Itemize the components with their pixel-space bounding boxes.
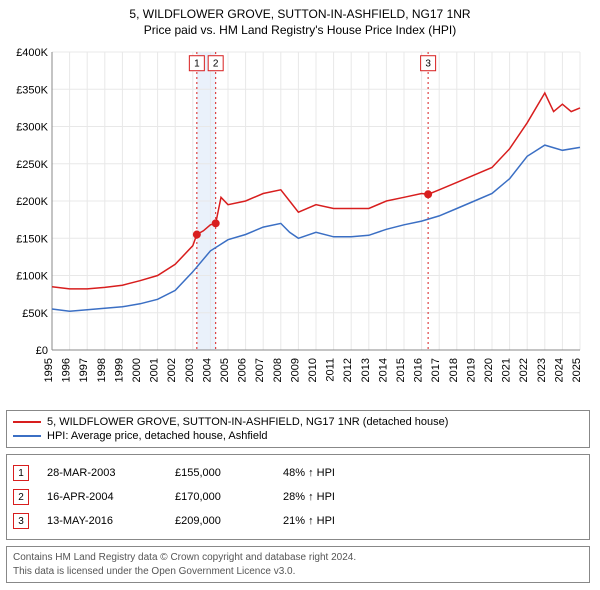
svg-text:1998: 1998: [96, 358, 108, 382]
legend-swatch: [13, 421, 41, 423]
transaction-row: 1 28-MAR-2003 £155,000 48% ↑ HPI: [13, 461, 583, 485]
svg-text:2001: 2001: [149, 358, 161, 382]
svg-text:2009: 2009: [289, 358, 301, 382]
transaction-badge: 3: [13, 513, 29, 529]
transaction-delta: 48% ↑ HPI: [283, 467, 583, 479]
svg-text:2003: 2003: [184, 358, 196, 382]
attribution-line-1: Contains HM Land Registry data © Crown c…: [13, 551, 583, 565]
svg-text:£200K: £200K: [16, 196, 48, 208]
svg-text:2024: 2024: [553, 358, 565, 382]
transactions-table: 1 28-MAR-2003 £155,000 48% ↑ HPI 2 16-APR-200…: [6, 454, 590, 540]
svg-text:£400K: £400K: [16, 47, 48, 59]
svg-text:2005: 2005: [219, 358, 231, 382]
svg-text:2002: 2002: [166, 358, 178, 382]
transaction-badge: 1: [13, 465, 29, 481]
legend: 5, WILDFLOWER GROVE, SUTTON-IN-ASHFIELD,…: [6, 410, 590, 448]
transaction-date: 16-APR-2004: [47, 491, 157, 503]
svg-text:2020: 2020: [483, 358, 495, 382]
svg-text:£150K: £150K: [16, 234, 48, 246]
chart-container: £0 £50K £100K £150K £200K £250K £300K £350K £400…: [6, 44, 590, 404]
svg-text:2004: 2004: [201, 358, 213, 382]
svg-text:£350K: £350K: [16, 85, 48, 97]
svg-text:2018: 2018: [448, 358, 460, 382]
svg-text:£250K: £250K: [16, 159, 48, 171]
svg-text:1996: 1996: [61, 358, 73, 382]
svg-text:£50K: £50K: [22, 308, 48, 320]
legend-item: 5, WILDFLOWER GROVE, SUTTON-IN-ASHFIELD,…: [13, 415, 583, 429]
chart-titles: 5, WILDFLOWER GROVE, SUTTON-IN-ASHFIELD,…: [6, 6, 594, 38]
legend-item: HPI: Average price, detached house, Ashf…: [13, 429, 583, 443]
svg-text:2021: 2021: [501, 358, 513, 382]
svg-text:£300K: £300K: [16, 122, 48, 134]
title-address: 5, WILDFLOWER GROVE, SUTTON-IN-ASHFIELD,…: [6, 6, 594, 22]
attribution-line-2: This data is licensed under the Open Gov…: [13, 565, 583, 579]
svg-text:2025: 2025: [571, 358, 583, 382]
svg-text:2015: 2015: [395, 358, 407, 382]
svg-text:2023: 2023: [536, 358, 548, 382]
transaction-row: 2 16-APR-2004 £170,000 28% ↑ HPI: [13, 485, 583, 509]
transaction-price: £170,000: [175, 491, 265, 503]
svg-text:2022: 2022: [518, 358, 530, 382]
transaction-date: 13-MAY-2016: [47, 515, 157, 527]
svg-text:£100K: £100K: [16, 271, 48, 283]
svg-text:3: 3: [425, 59, 431, 70]
svg-text:2010: 2010: [307, 358, 319, 382]
price-chart: £0 £50K £100K £150K £200K £250K £300K £350K £400…: [6, 44, 590, 404]
svg-text:2011: 2011: [325, 358, 337, 382]
svg-text:1999: 1999: [113, 358, 125, 382]
svg-text:2019: 2019: [465, 358, 477, 382]
transaction-price: £209,000: [175, 515, 265, 527]
svg-text:2000: 2000: [131, 358, 143, 382]
svg-text:2008: 2008: [272, 358, 284, 382]
svg-text:2013: 2013: [360, 358, 372, 382]
transaction-badge: 2: [13, 489, 29, 505]
transaction-row: 3 13-MAY-2016 £209,000 21% ↑ HPI: [13, 509, 583, 533]
transaction-date: 28-MAR-2003: [47, 467, 157, 479]
svg-text:2014: 2014: [377, 358, 389, 382]
transaction-price: £155,000: [175, 467, 265, 479]
svg-text:2017: 2017: [430, 358, 442, 382]
legend-label: HPI: Average price, detached house, Ashf…: [47, 430, 268, 442]
svg-text:2016: 2016: [413, 358, 425, 382]
title-subtitle: Price paid vs. HM Land Registry's House …: [6, 22, 594, 38]
svg-text:2012: 2012: [342, 358, 354, 382]
transaction-delta: 21% ↑ HPI: [283, 515, 583, 527]
legend-swatch: [13, 435, 41, 437]
svg-text:2: 2: [213, 59, 219, 70]
svg-text:1995: 1995: [43, 358, 55, 382]
svg-text:£0: £0: [36, 345, 48, 357]
svg-text:2007: 2007: [254, 358, 266, 382]
svg-text:1997: 1997: [78, 358, 90, 382]
attribution: Contains HM Land Registry data © Crown c…: [6, 546, 590, 583]
transaction-delta: 28% ↑ HPI: [283, 491, 583, 503]
svg-text:2006: 2006: [237, 358, 249, 382]
svg-text:1: 1: [194, 59, 200, 70]
legend-label: 5, WILDFLOWER GROVE, SUTTON-IN-ASHFIELD,…: [47, 416, 448, 428]
